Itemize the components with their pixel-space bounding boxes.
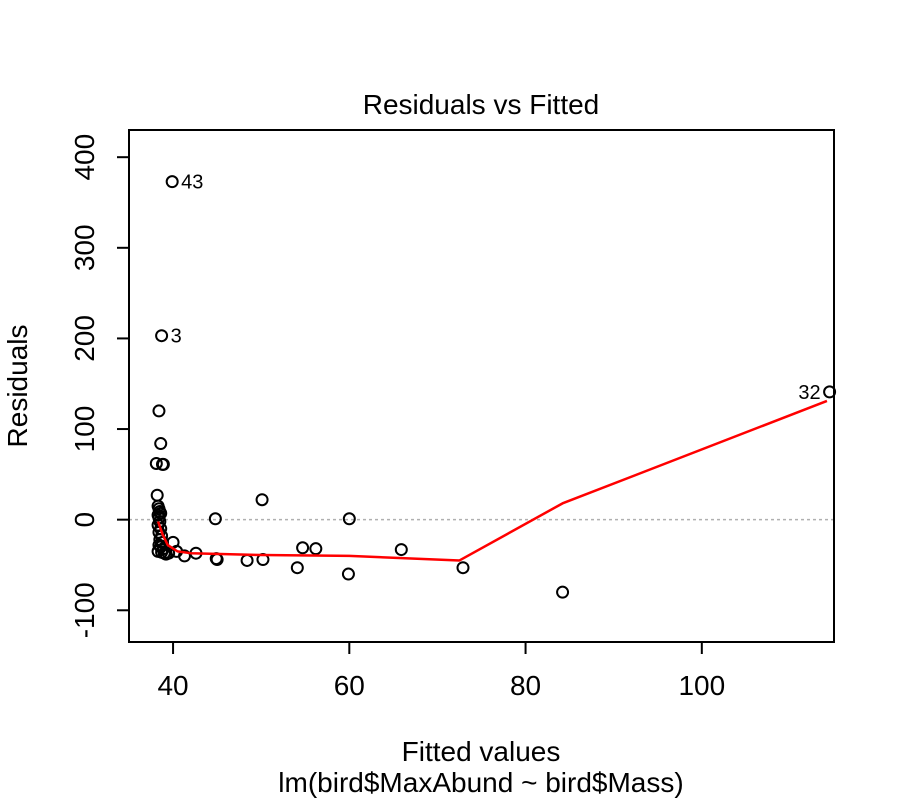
x-tick-label: 60 <box>334 670 365 701</box>
data-point <box>208 512 222 526</box>
data-point <box>456 561 470 575</box>
y-axis-label: Residuals <box>2 325 33 448</box>
plot-frame <box>128 129 835 643</box>
chart-title: Residuals vs Fitted <box>363 89 600 120</box>
data-point <box>165 175 179 189</box>
plot-area: 43 3 32 <box>129 172 837 599</box>
y-axis: -100 0 100 200 300 400 <box>69 134 130 638</box>
data-point <box>178 549 192 563</box>
y-tick-label: -100 <box>69 582 100 638</box>
y-tick-label: 300 <box>69 224 100 271</box>
x-tick-label: 100 <box>678 670 725 701</box>
y-tick-label: 0 <box>69 512 100 528</box>
point-label: 32 <box>798 382 820 404</box>
point-label: 43 <box>181 172 203 194</box>
data-point <box>394 543 408 557</box>
smooth-trend-line <box>156 399 828 562</box>
data-point <box>152 404 166 418</box>
data-point <box>823 385 837 399</box>
data-point <box>150 488 164 502</box>
data-point <box>342 512 356 526</box>
data-point <box>155 329 169 343</box>
data-point <box>255 493 269 507</box>
y-tick-label: 100 <box>69 406 100 453</box>
data-point <box>162 546 176 560</box>
x-tick-label: 40 <box>157 670 188 701</box>
data-point <box>309 542 323 556</box>
data-point <box>154 437 168 451</box>
data-point <box>341 567 355 581</box>
chart-subtitle: lm(bird$MaxAbund ~ bird$Mass) <box>278 767 683 798</box>
point-label: 3 <box>171 326 182 348</box>
data-point <box>290 561 304 575</box>
x-axis: 40 60 80 100 <box>157 641 725 701</box>
data-point <box>556 585 570 599</box>
y-tick-label: 200 <box>69 315 100 362</box>
x-tick-label: 80 <box>510 670 541 701</box>
data-point <box>149 456 163 470</box>
data-point <box>156 457 170 471</box>
x-axis-label: Fitted values <box>402 736 561 767</box>
data-point <box>240 553 254 567</box>
data-point <box>296 541 310 555</box>
y-tick-label: 400 <box>69 134 100 181</box>
